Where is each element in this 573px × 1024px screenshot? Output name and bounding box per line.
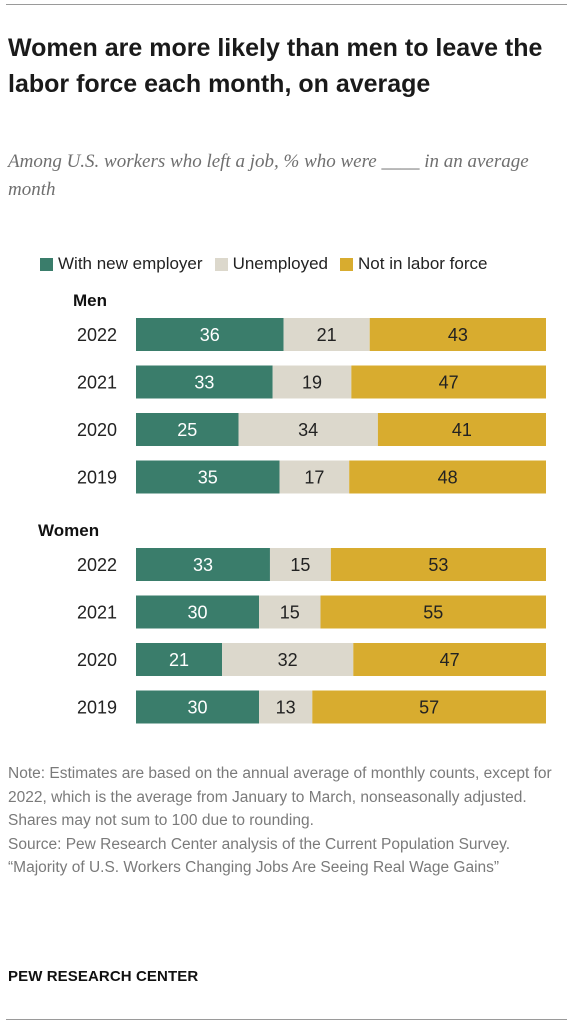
data-label-women-2020-unemployed: 32: [278, 650, 298, 670]
data-label-men-2022-unemployed: 21: [317, 325, 337, 345]
category-label-men-2021: 2021: [77, 373, 117, 393]
legend-label-with-new-employer: With new employer: [58, 254, 203, 273]
bar-women-2019-with-new-employer: [136, 690, 259, 724]
category-label-men-2019: 2019: [77, 468, 117, 488]
data-label-women-2019-unemployed: 13: [276, 698, 296, 718]
data-label-women-2021-not-in-labor-force: 55: [423, 603, 443, 623]
data-label-men-2019-unemployed: 17: [304, 468, 324, 488]
data-label-women-2020-not-in-labor-force: 47: [440, 650, 460, 670]
data-label-women-2021-unemployed: 15: [280, 603, 300, 623]
bar-men-2022-not-in-labor-force: [369, 318, 546, 351]
data-label-women-2020-with-new-employer: 21: [169, 650, 189, 670]
bar-men-2019-with-new-employer: [136, 460, 280, 494]
bar-men-2020-with-new-employer: [136, 413, 239, 446]
bar-men-2022-unemployed: [283, 318, 370, 351]
note-text: Note: Estimates are based on the annual …: [8, 765, 552, 829]
bottom-rule: [6, 1019, 567, 1020]
data-label-women-2022-unemployed: 15: [290, 555, 310, 575]
legend-label-unemployed: Unemployed: [232, 254, 329, 273]
category-label-women-2021: 2021: [77, 603, 117, 623]
legend-item-not-in-labor-force: Not in labor force: [340, 254, 487, 274]
bar-women-2022-unemployed: [269, 548, 331, 581]
legend-item-unemployed: Unemployed: [214, 254, 329, 274]
notes-block: Note: Estimates are based on the annual …: [8, 762, 563, 880]
brand-wordmark: PEW RESEARCH CENTER: [8, 968, 199, 985]
bar-women-2022-with-new-employer: [136, 548, 270, 581]
legend-swatch-not-in-labor-force: [340, 257, 354, 271]
data-label-men-2020-not-in-labor-force: 41: [452, 420, 472, 440]
legend-item-with-new-employer: With new employer: [40, 254, 203, 274]
legend-swatch-with-new-employer: [40, 257, 53, 271]
bar-women-2019-unemployed: [259, 690, 313, 724]
report-title-text: “Majority of U.S. Workers Changing Jobs …: [8, 859, 500, 876]
data-label-men-2021-with-new-employer: 33: [194, 373, 214, 393]
bar-women-2021-unemployed: [259, 595, 321, 629]
legend-label-not-in-labor-force: Not in labor force: [358, 254, 488, 273]
bar-women-2020-unemployed: [222, 643, 354, 676]
source-text: Source: Pew Research Center analysis of …: [8, 835, 510, 853]
data-label-women-2019-with-new-employer: 30: [187, 698, 207, 718]
bar-men-2019-not-in-labor-force: [349, 460, 546, 494]
bar-women-2020-with-new-employer: [136, 643, 223, 676]
category-label-women-2020: 2020: [77, 650, 117, 670]
data-label-women-2019-not-in-labor-force: 57: [419, 698, 439, 718]
bar-women-2021-with-new-employer: [136, 595, 259, 629]
category-label-women-2022: 2022: [77, 555, 117, 575]
data-label-men-2020-with-new-employer: 25: [177, 420, 197, 440]
data-label-men-2019-with-new-employer: 35: [198, 468, 218, 488]
chart-title: Women are more likely than men to leave …: [8, 34, 543, 98]
bar-men-2022-with-new-employer: [136, 318, 284, 351]
data-label-women-2022-with-new-employer: 33: [193, 555, 213, 575]
data-label-men-2021-not-in-labor-force: 47: [439, 373, 459, 393]
bar-women-2019-not-in-labor-force: [312, 690, 546, 724]
bar-men-2021-not-in-labor-force: [351, 365, 546, 399]
data-label-men-2019-not-in-labor-force: 48: [438, 468, 458, 488]
bar-women-2021-not-in-labor-force: [320, 595, 546, 629]
chart-subtitle: Among U.S. workers who left a job, % who…: [8, 151, 529, 200]
bar-men-2021-unemployed: [272, 365, 352, 399]
data-label-women-2021-with-new-employer: 30: [187, 603, 207, 623]
stacked-bar-chart: Men 2022 36 21 43 2021 33 19 47 2020 25 34 41 2019 35 1…: [38, 291, 546, 724]
data-label-men-2022-with-new-employer: 36: [200, 325, 220, 345]
group-label-women: Women: [38, 521, 99, 540]
category-label-men-2020: 2020: [77, 420, 117, 440]
legend: With new employer Unemployed Not in labo…: [40, 254, 487, 274]
category-label-women-2019: 2019: [77, 698, 117, 718]
data-label-women-2022-not-in-labor-force: 53: [428, 555, 448, 575]
bar-men-2020-unemployed: [238, 413, 378, 446]
group-label-men: Men: [73, 291, 107, 310]
data-label-men-2021-unemployed: 19: [302, 373, 322, 393]
bar-men-2020-not-in-labor-force: [377, 413, 546, 446]
data-label-men-2022-not-in-labor-force: 43: [448, 325, 468, 345]
top-rule: [6, 4, 567, 5]
bar-men-2021-with-new-employer: [136, 365, 273, 399]
bar-men-2019-unemployed: [279, 460, 350, 494]
legend-swatch-unemployed: [214, 257, 228, 271]
bar-women-2022-not-in-labor-force: [330, 548, 546, 581]
bar-women-2020-not-in-labor-force: [353, 643, 546, 676]
data-label-men-2020-unemployed: 34: [298, 420, 318, 440]
category-label-men-2022: 2022: [77, 325, 117, 345]
